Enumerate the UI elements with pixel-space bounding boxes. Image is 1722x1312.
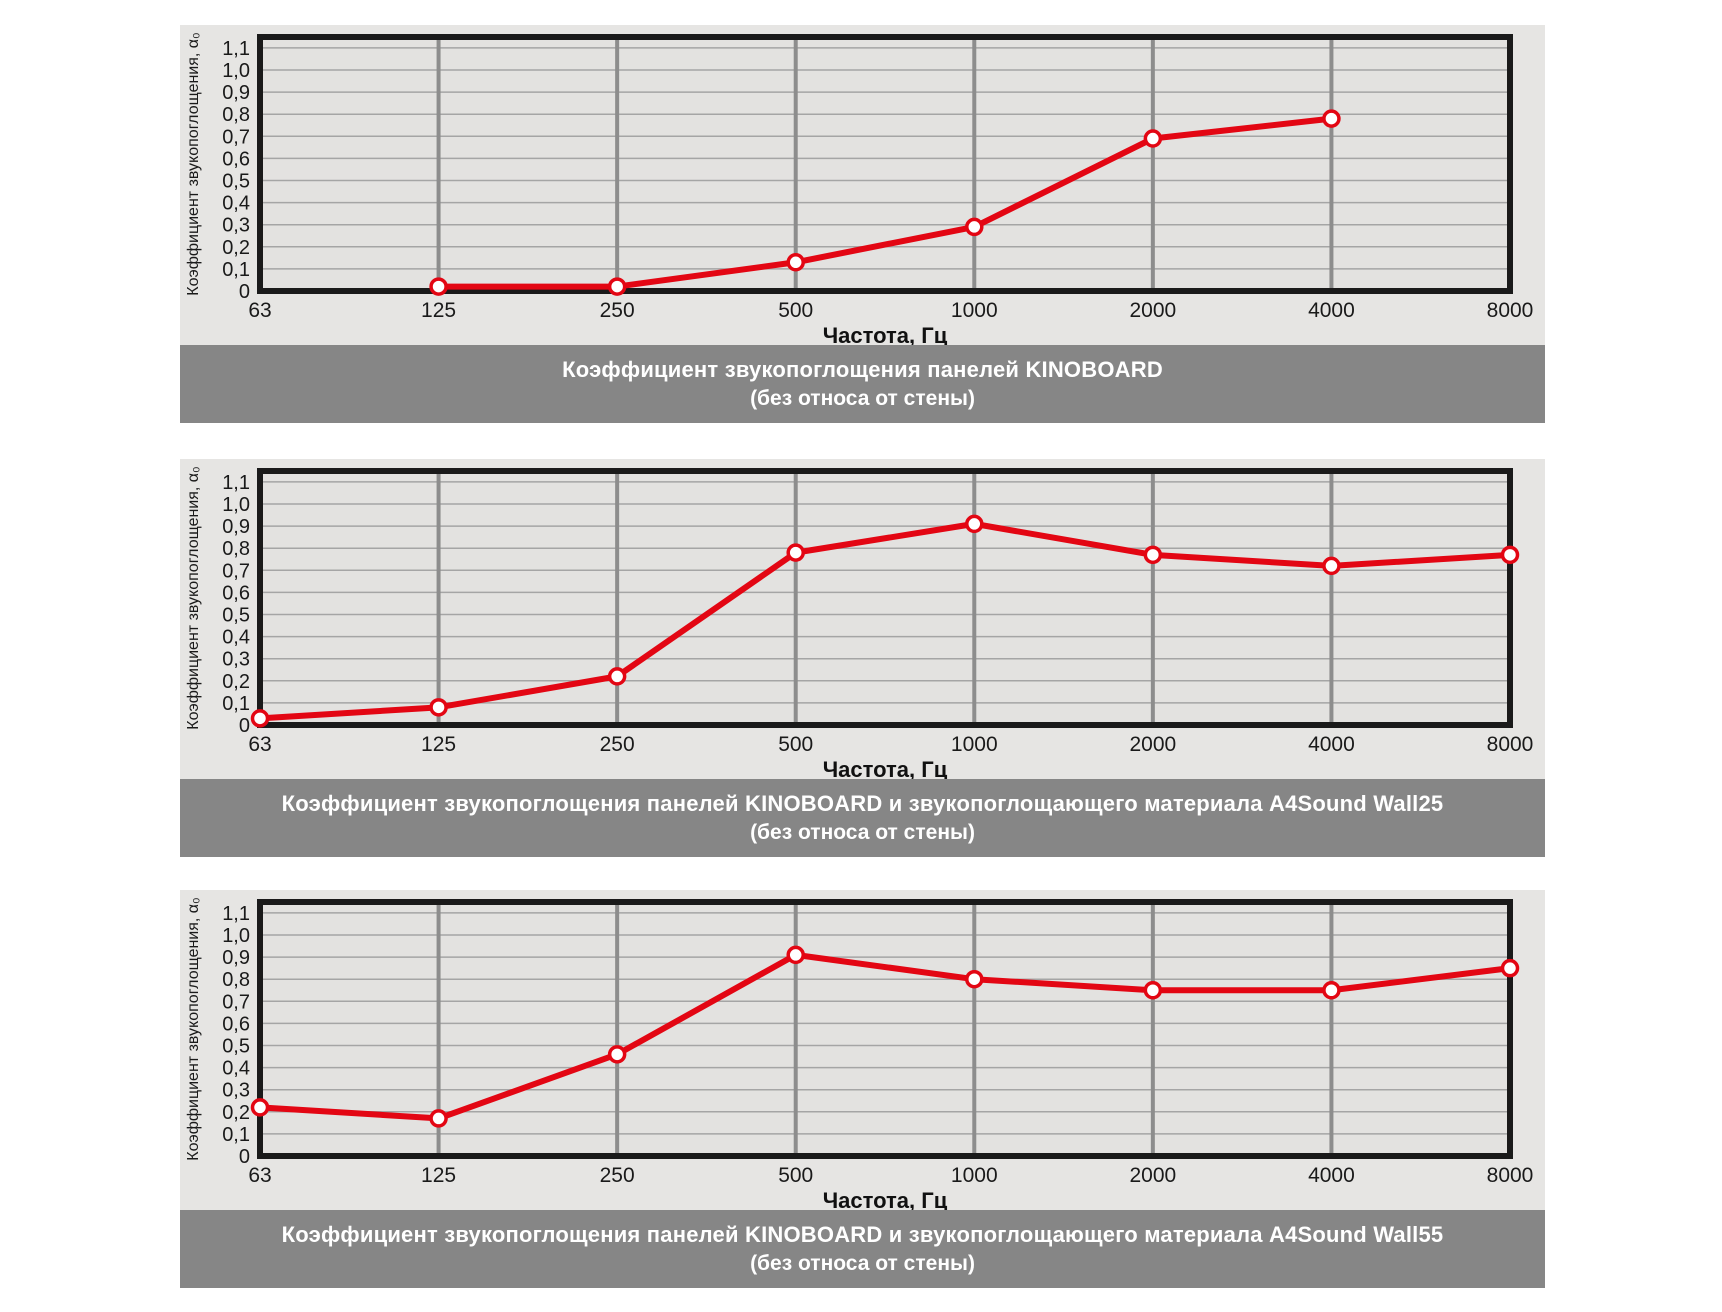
svg-text:125: 125	[421, 1164, 456, 1187]
svg-text:1000: 1000	[951, 733, 998, 756]
svg-text:1,0: 1,0	[222, 494, 250, 516]
absorption-chart-2: 63 125 250 500 1000 2000 4000 8000 00,10,20,30,4…	[185, 466, 1534, 779]
svg-text:0,7: 0,7	[222, 991, 250, 1013]
chart-caption-title: Коэффициент звукопоглощения панелей KINO…	[562, 357, 1163, 382]
svg-text:0,3: 0,3	[222, 215, 250, 237]
svg-text:Частота, Гц: Частота, Гц	[823, 323, 948, 345]
svg-text:125: 125	[421, 733, 456, 756]
svg-text:0,3: 0,3	[222, 1080, 250, 1102]
svg-text:0,9: 0,9	[222, 82, 250, 104]
svg-text:1,1: 1,1	[222, 472, 250, 494]
svg-text:Коэффициент звукопоглощения, α: Коэффициент звукопоглощения, α₀	[185, 32, 202, 295]
svg-text:0,4: 0,4	[222, 627, 250, 649]
svg-text:4000: 4000	[1308, 733, 1355, 756]
svg-text:0,7: 0,7	[222, 560, 250, 582]
svg-text:250: 250	[600, 733, 635, 756]
svg-text:4000: 4000	[1308, 1164, 1355, 1187]
caption-bar: Коэффициент звукопоглощения панелей KINO…	[180, 345, 1545, 423]
svg-text:Частота, Гц: Частота, Гц	[823, 757, 948, 779]
svg-text:250: 250	[600, 299, 635, 322]
caption-bar: Коэффициент звукопоглощения панелей KINO…	[180, 779, 1545, 857]
svg-text:0,1: 0,1	[222, 259, 250, 281]
svg-text:Коэффициент звукопоглощения, α: Коэффициент звукопоглощения, α₀	[185, 897, 202, 1160]
svg-text:Коэффициент звукопоглощения, α: Коэффициент звукопоглощения, α₀	[185, 466, 202, 729]
svg-text:2000: 2000	[1129, 733, 1176, 756]
svg-text:1000: 1000	[951, 299, 998, 322]
svg-text:0,5: 0,5	[222, 605, 250, 627]
svg-text:0,6: 0,6	[222, 148, 250, 170]
svg-text:0: 0	[239, 281, 250, 303]
svg-text:0,1: 0,1	[222, 693, 250, 715]
svg-text:Частота, Гц: Частота, Гц	[823, 1188, 948, 1210]
chart-caption-subtitle: (без относа от стены)	[750, 821, 975, 844]
svg-text:0,1: 0,1	[222, 1124, 250, 1146]
svg-text:8000: 8000	[1487, 1164, 1534, 1187]
svg-text:8000: 8000	[1487, 299, 1534, 322]
svg-text:2000: 2000	[1129, 1164, 1176, 1187]
chart-caption-title: Коэффициент звукопоглощения панелей KINO…	[281, 1222, 1444, 1247]
chart-caption-subtitle: (без относа от стены)	[750, 1252, 975, 1275]
svg-text:0: 0	[239, 1146, 250, 1168]
svg-text:0,2: 0,2	[222, 671, 250, 693]
svg-text:1000: 1000	[951, 1164, 998, 1187]
svg-text:0,4: 0,4	[222, 1058, 250, 1080]
svg-text:0,8: 0,8	[222, 969, 250, 991]
chart-block-kinoboard: 63 125 250 500 1000 2000 4000 8000 0 0,1 0,2 0,3 0,4…	[180, 25, 1545, 423]
svg-text:0,7: 0,7	[222, 126, 250, 148]
svg-text:0,9: 0,9	[222, 947, 250, 969]
svg-text:500: 500	[778, 299, 813, 322]
chart-caption-title: Коэффициент звукопоглощения панелей KINO…	[281, 791, 1444, 816]
svg-text:1,0: 1,0	[222, 925, 250, 947]
svg-text:1,1: 1,1	[222, 903, 250, 925]
svg-text:0,6: 0,6	[222, 1013, 250, 1035]
svg-text:0,3: 0,3	[222, 649, 250, 671]
absorption-chart-1: 63 125 250 500 1000 2000 4000 8000 00,10,20,30,4…	[185, 32, 1534, 345]
svg-text:500: 500	[778, 1164, 813, 1187]
svg-text:63: 63	[248, 733, 271, 756]
chart-block-wall25: 63 125 250 500 1000 2000 4000 8000 0 0,1 0,2 0,3 0,4…	[180, 459, 1545, 857]
svg-text:0,8: 0,8	[222, 538, 250, 560]
svg-text:63: 63	[248, 1164, 271, 1187]
svg-text:1,0: 1,0	[222, 60, 250, 82]
svg-text:0,5: 0,5	[222, 171, 250, 193]
chart-panel: 63 125 250 500 1000 2000 4000 8000 0 0,1 0,2 0,3 0,4…	[180, 890, 1545, 1210]
caption-bar: Коэффициент звукопоглощения панелей KINO…	[180, 1210, 1545, 1288]
svg-text:4000: 4000	[1308, 299, 1355, 322]
svg-text:63: 63	[248, 299, 271, 322]
svg-text:0: 0	[239, 715, 250, 737]
chart-panel: 63 125 250 500 1000 2000 4000 8000 0 0,1 0,2 0,3 0,4…	[180, 459, 1545, 779]
svg-text:2000: 2000	[1129, 299, 1176, 322]
chart-panel: 63 125 250 500 1000 2000 4000 8000 0 0,1 0,2 0,3 0,4…	[180, 25, 1545, 345]
chart-block-wall55: 63 125 250 500 1000 2000 4000 8000 0 0,1 0,2 0,3 0,4…	[180, 890, 1545, 1288]
svg-text:1,1: 1,1	[222, 38, 250, 60]
chart-caption-subtitle: (без относа от стены)	[750, 387, 975, 410]
absorption-chart-3: 63 125 250 500 1000 2000 4000 8000 00,10,20,30,4…	[185, 897, 1534, 1210]
svg-text:0,2: 0,2	[222, 1102, 250, 1124]
svg-text:8000: 8000	[1487, 733, 1534, 756]
svg-text:0,8: 0,8	[222, 104, 250, 126]
svg-text:500: 500	[778, 733, 813, 756]
svg-text:0,9: 0,9	[222, 516, 250, 538]
svg-text:0,2: 0,2	[222, 237, 250, 259]
svg-text:250: 250	[600, 1164, 635, 1187]
svg-text:0,4: 0,4	[222, 193, 250, 215]
svg-text:125: 125	[421, 299, 456, 322]
svg-text:0,5: 0,5	[222, 1036, 250, 1058]
svg-text:0,6: 0,6	[222, 582, 250, 604]
